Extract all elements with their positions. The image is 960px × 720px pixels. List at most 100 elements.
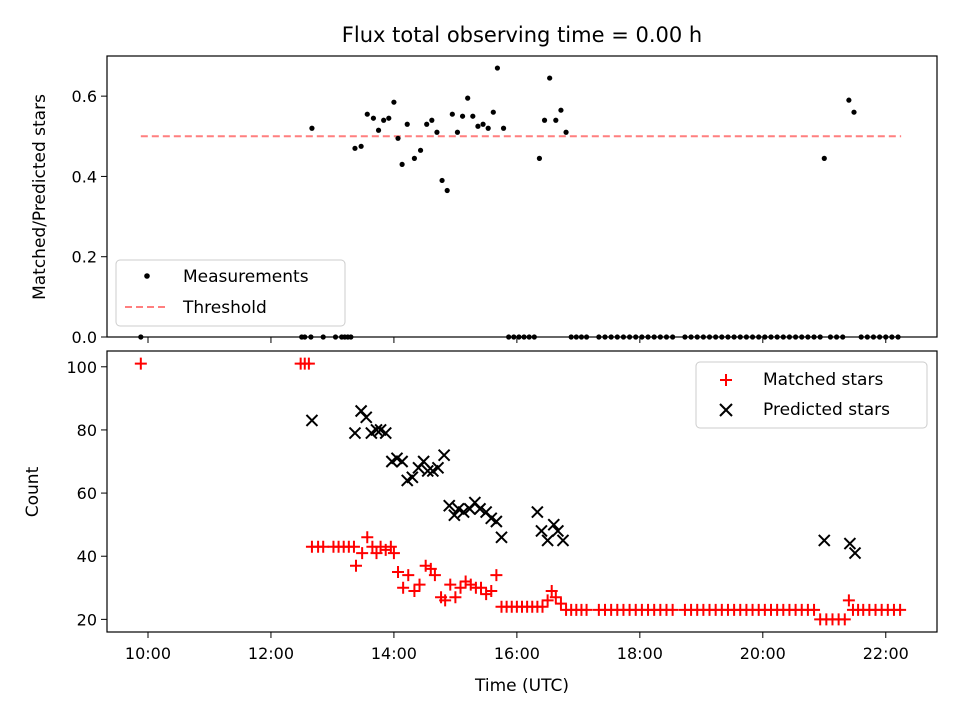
- measurement-point: [494, 65, 501, 71]
- top-legend: Measurements Threshold: [115, 259, 346, 327]
- bottom-x-ticks: 10:00 12:00 14:00 16:00 18:00 20:00 22:00: [125, 632, 909, 663]
- predicted-star-point: [473, 502, 487, 516]
- matched-star-point: [361, 531, 374, 544]
- chart-title: Flux total observing time = 0.00 h: [342, 23, 702, 47]
- measurement-point: [459, 113, 466, 119]
- matched-star-point: [402, 569, 415, 582]
- predicted-star-point: [443, 499, 456, 512]
- bottom-y-tick-label: 60: [77, 484, 97, 503]
- predicted-star-point: [417, 455, 430, 468]
- matched-star-point: [384, 540, 397, 553]
- matched-star-point: [397, 581, 410, 594]
- top-y-axis-label: Matched/Predicted stars: [30, 94, 50, 300]
- matched-star-point: [134, 357, 147, 370]
- predicted-star-point: [431, 461, 445, 475]
- matched-star-point: [317, 540, 330, 553]
- bottom-y-ticks: 20 40 60 80 100: [66, 358, 107, 629]
- matched-star-point: [842, 594, 855, 607]
- measurement-point: [490, 109, 496, 115]
- top-y-ticks: 0.0 0.2 0.4 0.6: [72, 87, 107, 347]
- predicted-star-point: [848, 546, 862, 560]
- bottom-y-axis-label: Count: [23, 466, 43, 517]
- measurement-point: [536, 155, 543, 161]
- bottom-axes-frame: [106, 350, 938, 633]
- predicted-star-point: [556, 534, 570, 547]
- measurement-point: [399, 161, 405, 167]
- bottom-x-tick-label: 22:00: [863, 644, 909, 663]
- predicted-star-point: [551, 524, 565, 538]
- bottom-y-tick-label: 100: [66, 358, 97, 377]
- predicted-star-point: [495, 531, 508, 544]
- matched-star-point: [541, 594, 554, 607]
- bottom-panel: 20 40 60 80 100 10:00 12:00 14:00 16:00 18:00 20:…: [23, 350, 938, 696]
- matched-star-point: [347, 540, 360, 553]
- bottom-marks: [134, 357, 907, 626]
- measurement-point: [558, 107, 564, 113]
- matched-star-point: [302, 357, 315, 370]
- matched-legend-label: Matched stars: [763, 370, 883, 390]
- predicted-star-point: [541, 534, 554, 547]
- predicted-star-point: [448, 508, 461, 522]
- measurement-point: [475, 123, 481, 129]
- matched-star-point: [580, 603, 593, 616]
- measurement-point: [429, 117, 435, 123]
- measurement-point: [370, 115, 377, 121]
- matched-star-point: [838, 613, 851, 626]
- top-panel: 0.0 0.2 0.4 0.6 Matched/Predicted stars Mea…: [30, 55, 938, 347]
- matched-star-point: [475, 581, 488, 594]
- matched-star-point: [490, 569, 503, 582]
- top-y-tick-label: 0.0: [72, 328, 97, 347]
- matched-star-point: [387, 547, 400, 560]
- matched-star-point: [350, 559, 362, 572]
- measurement-point: [358, 143, 364, 149]
- measurement-point: [553, 117, 559, 123]
- measurement-point: [411, 155, 418, 161]
- matched-star-point: [444, 578, 457, 591]
- predicted-legend-label: Predicted stars: [763, 400, 890, 420]
- measurements-legend-marker: [144, 273, 150, 279]
- bottom-x-tick-label: 20:00: [740, 644, 786, 663]
- bottom-legend-box: [695, 361, 928, 429]
- measurement-point: [470, 113, 476, 119]
- threshold-legend-label: Threshold: [182, 298, 267, 318]
- matched-star-point: [413, 578, 426, 591]
- predicted-legend-marker: [719, 403, 733, 417]
- measurement-point: [821, 155, 827, 161]
- bottom-y-tick-label: 20: [77, 610, 97, 629]
- bottom-y-tick-label: 80: [77, 421, 97, 440]
- measurement-point: [563, 129, 569, 135]
- top-x-ticks: [147, 337, 887, 343]
- matched-star-point: [536, 600, 549, 613]
- measurement-point: [364, 111, 370, 117]
- top-legend-box: [115, 259, 346, 327]
- measurement-point: [352, 145, 358, 151]
- bottom-x-tick-label: 18:00: [617, 644, 663, 663]
- predicted-star-point: [305, 414, 319, 427]
- measurement-point: [444, 187, 450, 194]
- matched-star-point: [549, 591, 562, 604]
- measurement-point: [454, 129, 461, 135]
- measurement-point: [500, 125, 507, 131]
- matched-star-point: [428, 569, 441, 582]
- measurement-point: [434, 129, 440, 135]
- predicted-star-point: [490, 515, 503, 528]
- measurement-point: [465, 95, 471, 101]
- predicted-star-point: [360, 411, 373, 424]
- matched-star-point: [370, 547, 383, 560]
- bottom-x-tick-label: 12:00: [248, 644, 294, 663]
- matched-star-point: [449, 591, 462, 604]
- measurement-point: [439, 177, 445, 184]
- predicted-star-point: [395, 455, 409, 468]
- measurement-point: [424, 121, 430, 127]
- top-y-tick-label: 0.6: [72, 87, 97, 106]
- matched-star-point: [454, 581, 467, 594]
- matched-star-point: [554, 597, 567, 610]
- bottom-legend: Matched stars Predicted stars: [695, 361, 928, 429]
- predicted-star-point: [457, 505, 470, 519]
- measurement-point: [846, 97, 852, 103]
- predicted-star-point: [535, 524, 548, 538]
- top-axes-frame: [106, 55, 938, 338]
- measurement-point: [309, 125, 315, 131]
- matched-legend-marker: [720, 374, 732, 386]
